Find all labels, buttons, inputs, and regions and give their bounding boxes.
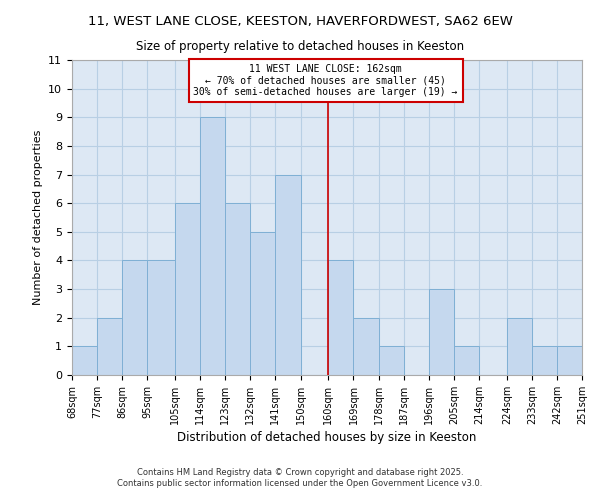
Bar [72,346,97,375]
Text: 11 WEST LANE CLOSE: 162sqm
← 70% of detached houses are smaller (45)
30% of semi: 11 WEST LANE CLOSE: 162sqm ← 70% of deta… [193,64,458,98]
Bar [250,232,275,375]
Bar [175,203,200,375]
Bar [454,346,479,375]
Text: Size of property relative to detached houses in Keeston: Size of property relative to detached ho… [136,40,464,53]
Bar [507,318,532,375]
Bar [200,118,225,375]
Bar [122,260,147,375]
Bar [147,260,175,375]
Bar [379,346,404,375]
Bar [557,346,582,375]
Text: Contains HM Land Registry data © Crown copyright and database right 2025.
Contai: Contains HM Land Registry data © Crown c… [118,468,482,487]
Bar [353,318,379,375]
Bar [225,203,250,375]
X-axis label: Distribution of detached houses by size in Keeston: Distribution of detached houses by size … [178,431,476,444]
Bar [328,260,353,375]
Text: 11, WEST LANE CLOSE, KEESTON, HAVERFORDWEST, SA62 6EW: 11, WEST LANE CLOSE, KEESTON, HAVERFORDW… [88,15,512,28]
Bar [429,289,454,375]
Y-axis label: Number of detached properties: Number of detached properties [33,130,43,305]
Bar [275,174,301,375]
Bar [532,346,557,375]
Bar [97,318,122,375]
